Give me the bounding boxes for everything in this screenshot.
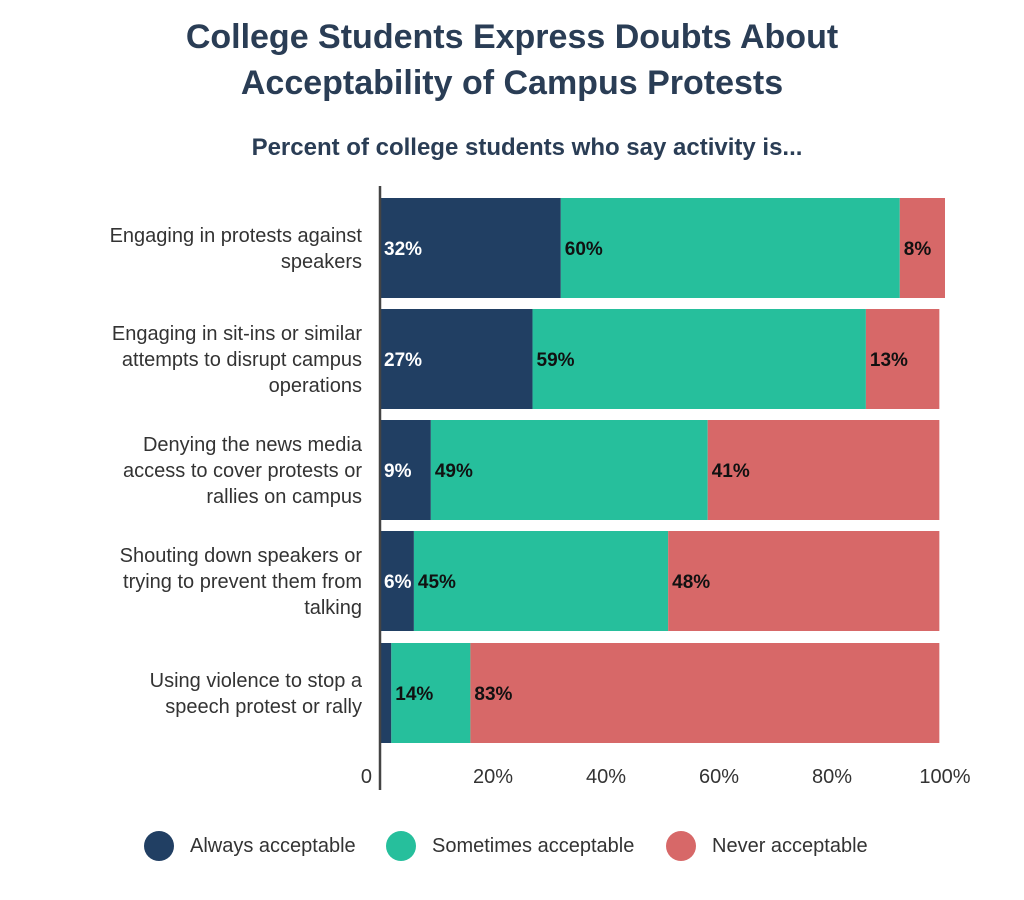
legend-item-never: Never acceptable: [666, 826, 868, 866]
data-label-4-series-1: 6%: [384, 572, 412, 593]
bar-3-series-2: [430, 420, 708, 520]
bar-4-series-3: [668, 531, 940, 631]
legend-label-never: Never acceptable: [712, 834, 868, 857]
category-label-4: Shouting down speakers or trying to preve…: [120, 545, 363, 619]
data-label-1-series-3: 8%: [904, 239, 932, 260]
x-tick-label-3: 40%: [586, 766, 626, 788]
x-tick-label-6: 100%: [919, 766, 970, 788]
legend-swatch-never: [666, 831, 696, 861]
x-tick-label-1: 0: [361, 766, 372, 788]
chart-title-line-2: Acceptability of Campus Protests: [240, 64, 784, 102]
legend-label-always: Always acceptable: [190, 834, 356, 857]
chart-title-line-1: College Students Express Doubts About: [185, 18, 839, 56]
data-label-3-series-2: 49%: [435, 461, 473, 482]
category-label-1: Engaging in protests against speakers: [110, 225, 363, 273]
data-label-4-series-3: 48%: [672, 572, 710, 593]
data-label-5-series-2: 14%: [395, 684, 433, 705]
data-label-3-series-3: 41%: [712, 461, 750, 482]
data-label-5-series-3: 83%: [474, 684, 512, 705]
bar-1-series-1: [380, 198, 561, 298]
category-label-5: Using violence to stop a speech protest o…: [150, 670, 363, 718]
bar-5-series-2: [391, 643, 471, 743]
bar-2-series-2: [532, 309, 866, 409]
data-label-1-series-1: 32%: [384, 239, 422, 260]
legend-swatch-always: [144, 831, 174, 861]
bar-2-series-3: [865, 309, 940, 409]
data-label-3-series-1: 9%: [384, 461, 412, 482]
bar-3-series-3: [707, 420, 940, 520]
legend-item-sometimes: Sometimes acceptable: [386, 826, 634, 866]
bar-5-series-1: [380, 643, 392, 743]
bar-3-series-1: [380, 420, 431, 520]
bar-1-series-2: [560, 198, 900, 298]
legend: Always acceptable Sometimes acceptable N…: [0, 826, 1024, 866]
legend-item-always: Always acceptable: [144, 826, 356, 866]
bar-5-series-3: [470, 643, 940, 743]
category-label-2: Engaging in sit-ins or similar attempts t…: [112, 323, 362, 397]
legend-swatch-sometimes: [386, 831, 416, 861]
chart-subtitle: Percent of college students who say acti…: [251, 134, 803, 161]
category-label-3: Denying the news media access to cover pr…: [123, 434, 363, 508]
data-label-2-series-3: 13%: [870, 350, 908, 371]
data-label-1-series-2: 60%: [565, 239, 603, 260]
x-tick-label-5: 80%: [812, 766, 852, 788]
x-tick-label-4: 60%: [699, 766, 739, 788]
chart-title: College Students Express Doubts About Ac…: [0, 14, 1024, 106]
data-label-2-series-2: 59%: [537, 350, 575, 371]
bar-4-series-1: [380, 531, 414, 631]
data-label-4-series-2: 45%: [418, 572, 456, 593]
bar-2-series-1: [380, 309, 533, 409]
bar-1-series-3: [899, 198, 945, 298]
data-label-2-series-1: 27%: [384, 350, 422, 371]
bar-4-series-2: [413, 531, 669, 631]
legend-label-sometimes: Sometimes acceptable: [432, 834, 635, 857]
x-tick-label-2: 20%: [473, 766, 513, 788]
